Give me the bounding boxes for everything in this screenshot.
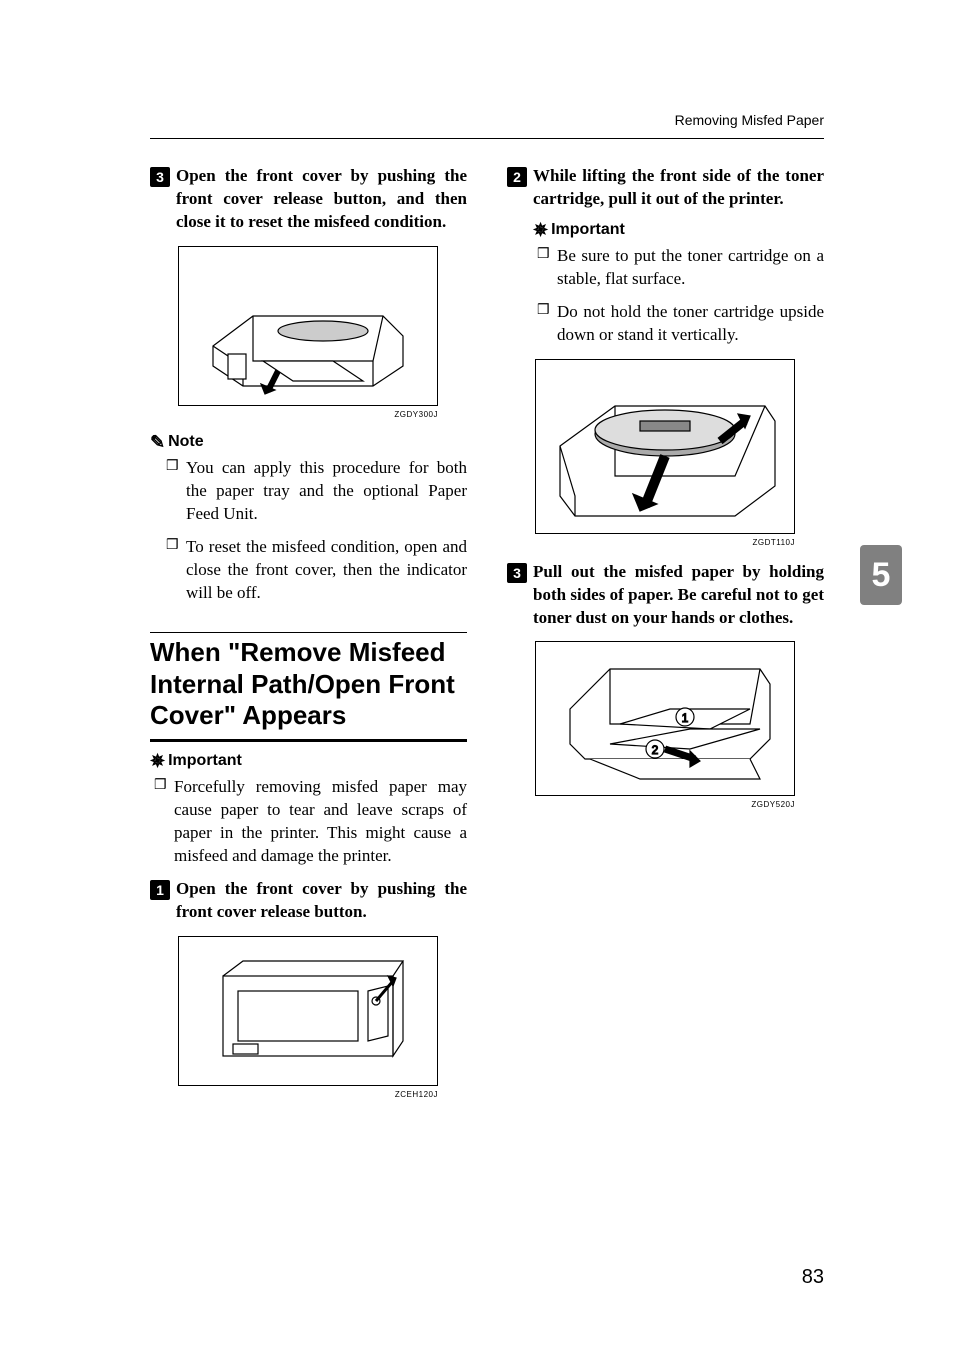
svg-text:1: 1 [682,711,689,725]
right-column: 2 While lifting the front side of the to… [507,165,824,1113]
step-3-left: 3 Open the front cover by pushing the fr… [150,165,467,234]
step-number-badge: 3 [150,167,170,187]
important-label: Important [551,221,625,239]
step-text: Pull out the misfed paper by holding bot… [533,561,824,630]
note-heading: ✎ Note [150,433,467,451]
header-rule [150,138,824,139]
figure-printer-open-cover [178,936,438,1086]
important-heading: ✵Important [533,221,824,239]
figure-caption: ZCEH120J [178,1090,438,1099]
important-icon: ✵ [150,752,165,770]
page-number: 83 [802,1266,824,1289]
figure-remove-toner [535,359,795,534]
list-item: To reset the misfeed condition, open and… [166,536,467,605]
step-2-right: 2 While lifting the front side of the to… [507,165,824,211]
important-label: Important [168,752,242,770]
figure-printer-close-cover [178,246,438,406]
list-item: Be sure to put the toner cartridge on a … [537,245,824,291]
step-3-right: 3 Pull out the misfed paper by holding b… [507,561,824,630]
list-item: Forcefully removing misfed paper may cau… [154,776,467,868]
pencil-icon: ✎ [150,433,165,451]
step-1-left: 1 Open the front cover by pushing the fr… [150,878,467,924]
section-heading: When "Remove Misfeed Internal Path/Open … [150,632,467,742]
step-text: Open the front cover by pushing the fron… [176,878,467,924]
important-heading: ✵Important [150,752,467,770]
chapter-tab: 5 [860,545,902,605]
list-item: Do not hold the toner cartridge upside d… [537,301,824,347]
step-text: While lifting the front side of the tone… [533,165,824,211]
step-number-badge: 2 [507,167,527,187]
note-list: You can apply this procedure for both th… [150,457,467,605]
svg-text:2: 2 [652,743,659,757]
important-list: Be sure to put the toner cartridge on a … [507,245,824,347]
figure-caption: ZGDY300J [178,410,438,419]
page-container: Removing Misfed Paper 5 3 Open the front… [0,0,954,1351]
running-header: Removing Misfed Paper [675,112,824,128]
figure-pull-paper: 1 2 [535,641,795,796]
two-column-layout: 3 Open the front cover by pushing the fr… [150,165,824,1113]
important-icon: ✵ [533,221,548,239]
figure-caption: ZGDY520J [535,800,795,809]
step-number-badge: 1 [150,880,170,900]
left-column: 3 Open the front cover by pushing the fr… [150,165,467,1113]
figure-caption: ZGDT110J [535,538,795,547]
step-number-badge: 3 [507,563,527,583]
step-text: Open the front cover by pushing the fron… [176,165,467,234]
note-label: Note [168,433,204,451]
important-list: Forcefully removing misfed paper may cau… [150,776,467,868]
list-item: You can apply this procedure for both th… [166,457,467,526]
